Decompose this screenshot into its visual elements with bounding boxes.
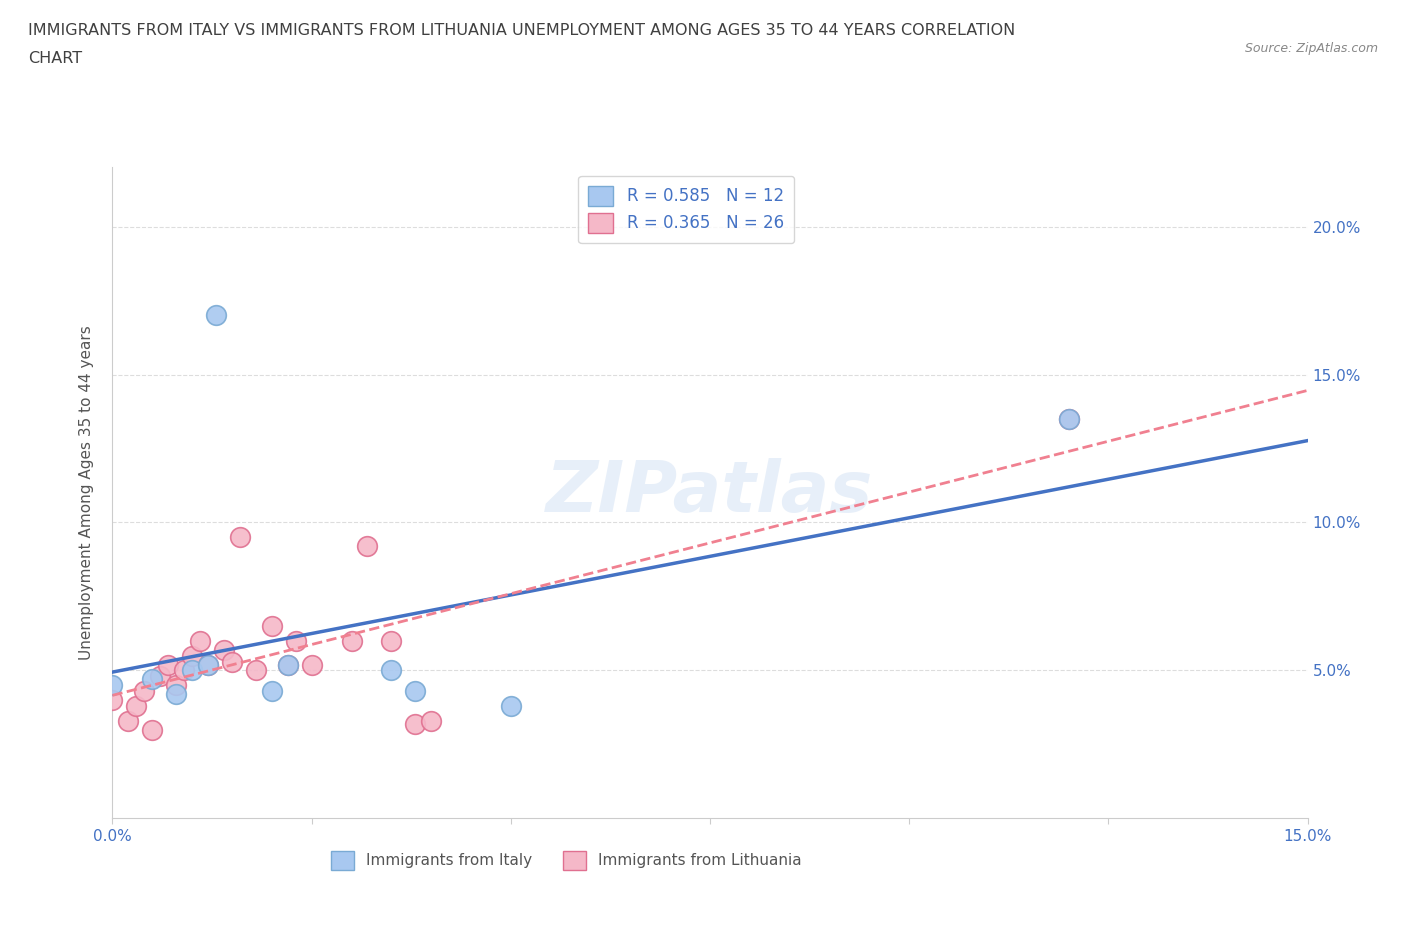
Point: [404, 684, 426, 698]
Point: [141, 723, 163, 737]
Point: [197, 658, 219, 672]
Point: [229, 530, 252, 545]
Point: [277, 658, 299, 672]
Text: ZIPatlas: ZIPatlas: [547, 458, 873, 527]
Point: [101, 693, 124, 708]
Point: [173, 663, 195, 678]
Point: [205, 308, 228, 323]
Point: [188, 633, 211, 648]
Point: [181, 648, 204, 663]
Point: [499, 698, 522, 713]
Point: [1057, 411, 1080, 426]
Point: [117, 713, 139, 728]
Point: [221, 654, 243, 669]
Text: IMMIGRANTS FROM ITALY VS IMMIGRANTS FROM LITHUANIA UNEMPLOYMENT AMONG AGES 35 TO: IMMIGRANTS FROM ITALY VS IMMIGRANTS FROM…: [28, 23, 1015, 38]
Point: [380, 663, 402, 678]
Point: [212, 643, 235, 658]
Point: [340, 633, 363, 648]
Point: [165, 678, 187, 693]
Point: [420, 713, 443, 728]
Point: [197, 658, 219, 672]
Point: [284, 633, 307, 648]
Point: [404, 716, 426, 731]
Point: [301, 658, 323, 672]
Point: [149, 669, 172, 684]
Point: [356, 538, 378, 553]
Point: [260, 684, 283, 698]
Point: [181, 663, 204, 678]
Point: [157, 658, 180, 672]
Point: [380, 633, 402, 648]
Y-axis label: Unemployment Among Ages 35 to 44 years: Unemployment Among Ages 35 to 44 years: [79, 326, 94, 660]
Point: [101, 678, 124, 693]
Point: [1057, 411, 1080, 426]
Text: CHART: CHART: [28, 51, 82, 66]
Point: [134, 684, 156, 698]
Point: [141, 671, 163, 686]
Point: [245, 663, 267, 678]
Point: [260, 618, 283, 633]
Point: [277, 658, 299, 672]
Point: [165, 686, 187, 701]
Point: [125, 698, 148, 713]
Legend: Immigrants from Italy, Immigrants from Lithuania: Immigrants from Italy, Immigrants from L…: [325, 845, 808, 876]
Text: Source: ZipAtlas.com: Source: ZipAtlas.com: [1244, 42, 1378, 55]
